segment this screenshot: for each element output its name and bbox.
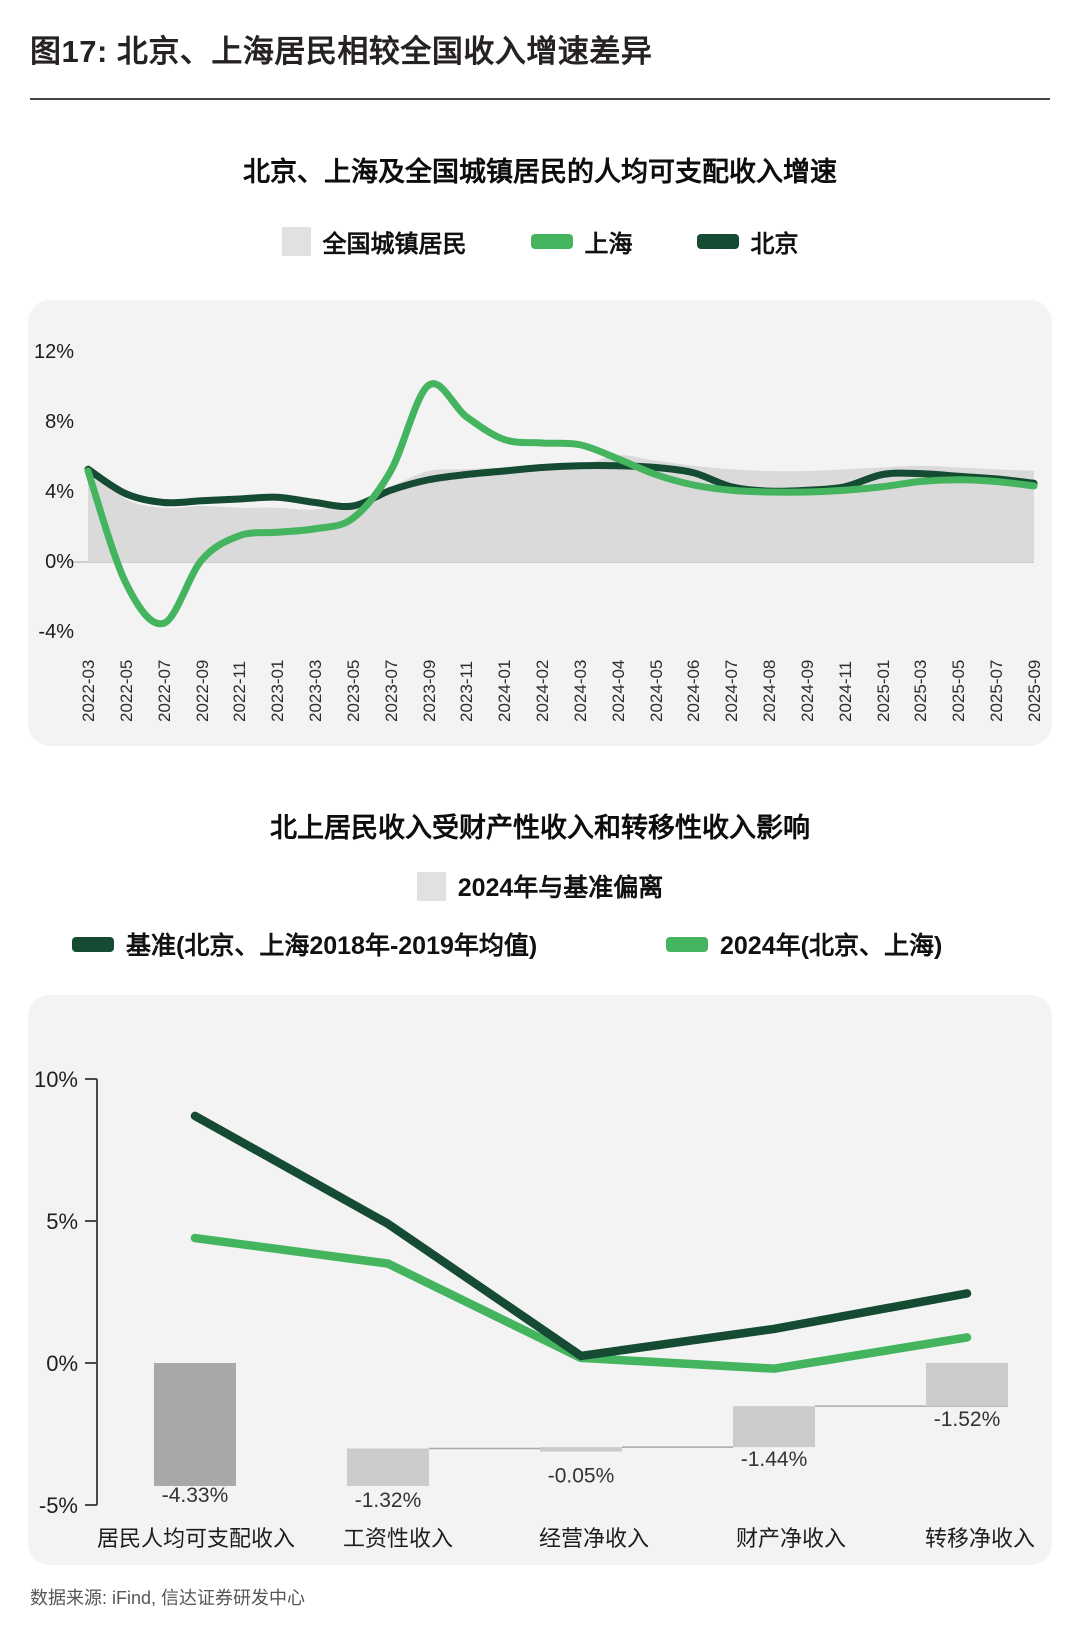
income-components-chart: 10% 5% 0% -5% -4.33% -1.32% -0.05% -1.44% -1.52%… — [34, 1067, 1035, 1551]
x-tick-label: 2024-05 — [646, 659, 666, 722]
category-label: 经营净收入 — [539, 1526, 649, 1551]
bar-value-label: -1.44% — [741, 1448, 808, 1471]
x-tick-label: 2023-05 — [343, 659, 363, 722]
deviation-bar — [733, 1406, 815, 1448]
top-chart-title: 北京、上海及全国城镇居民的人均可支配收入增速 — [243, 157, 837, 187]
year2024-line-series — [190, 1233, 972, 1373]
income-components-chart-card: 10% 5% 0% -5% -4.33% -1.32% -0.05% -1.44% -1.52%… — [28, 995, 1052, 1565]
x-tick-label: 2025-03 — [911, 659, 931, 722]
x-tick-label: 2024-06 — [684, 659, 704, 722]
x-tick-label: 2024-11 — [835, 660, 855, 722]
deviation-swatch — [416, 871, 446, 901]
baseline-swatch — [72, 936, 114, 952]
y-tick-label: 4% — [45, 481, 74, 503]
x-tick-label: 2024-07 — [722, 659, 742, 722]
legend-item-baseline: 基准(北京、上海2018年-2019年均值) — [72, 928, 537, 960]
deviation-bar — [926, 1363, 1008, 1407]
legend-label-2024: 2024年(北京、上海) — [720, 932, 943, 960]
deviation-legend: 2024年与基准偏离 — [0, 868, 1080, 904]
data-source: 数据来源: iFind, 信达证券研发中心 — [30, 1588, 306, 1608]
legend-label-beijing: 北京 — [750, 231, 799, 258]
category-label: 转移净收入 — [925, 1526, 1035, 1551]
beijing-swatch — [696, 234, 739, 249]
x-tick-label: 2023-11 — [457, 660, 477, 722]
legend-item-shanghai: 上海 — [530, 224, 633, 259]
title-divider — [30, 98, 1050, 100]
legend-label-national: 全国城镇居民 — [322, 231, 467, 258]
x-tick-label: 2024-03 — [570, 659, 590, 722]
y-tick-label: 0% — [46, 1351, 78, 1376]
x-tick-label: 2024-08 — [760, 659, 780, 722]
bar-value-label: -4.33% — [162, 1484, 229, 1507]
deviation-bar — [347, 1448, 429, 1486]
bottom-chart-title: 北上居民收入受财产性收入和转移性收入影响 — [270, 813, 810, 843]
legend-item-national: 全国城镇居民 — [281, 224, 467, 259]
legend-label-shanghai: 上海 — [584, 231, 633, 258]
figure-title: 图17: 北京、上海居民相较全国收入增速差异 — [30, 34, 653, 69]
y-tick-label: -5% — [39, 1493, 78, 1518]
y-tick-label: 0% — [45, 551, 74, 573]
y-tick-label: 5% — [46, 1209, 78, 1234]
national-swatch — [281, 227, 311, 256]
x-tick-label: 2022-11 — [230, 660, 250, 722]
baseline-line-series — [190, 1111, 972, 1361]
x-tick-label: 2025-07 — [987, 659, 1007, 722]
income-growth-chart — [68, 380, 1038, 628]
shanghai-swatch — [530, 234, 573, 249]
x-tick-label: 2025-09 — [1025, 659, 1044, 722]
bar-value-label: -1.52% — [934, 1408, 1001, 1431]
national-area-series — [88, 455, 1034, 562]
x-tick-label: 2023-03 — [306, 659, 326, 722]
x-tick-label: 2024-09 — [797, 659, 817, 722]
x-tick-label: 2024-01 — [495, 659, 515, 722]
x-tick-label: 2024-04 — [608, 659, 628, 722]
category-label: 居民人均可支配收入 — [97, 1526, 295, 1551]
x-tick-label: 2022-05 — [116, 659, 136, 722]
top-chart-legend: 全国城镇居民 上海 北京 — [0, 224, 1080, 259]
income-growth-chart-card — [28, 300, 1052, 746]
x-tick-label: 2023-01 — [268, 659, 288, 722]
bar-value-label: -1.32% — [355, 1489, 422, 1512]
legend-item-beijing: 北京 — [696, 224, 799, 259]
category-label: 工资性收入 — [343, 1526, 453, 1551]
beijing-line-series — [84, 462, 1038, 511]
x-tick-label: 2025-05 — [949, 659, 969, 722]
year2024-swatch — [666, 936, 708, 952]
deviation-bar — [540, 1447, 622, 1452]
legend-label-deviation: 2024年与基准偏离 — [457, 874, 664, 902]
legend-label-baseline: 基准(北京、上海2018年-2019年均值) — [126, 932, 538, 960]
x-tick-label: 2023-09 — [419, 659, 439, 722]
x-tick-label: 2023-07 — [381, 659, 401, 722]
y-tick-label: -4% — [38, 621, 74, 643]
bar-value-label: -0.05% — [548, 1464, 615, 1487]
legend-item-2024: 2024年(北京、上海) — [666, 928, 942, 960]
shanghai-line-series — [84, 380, 1038, 628]
y-tick-label: 8% — [45, 411, 74, 433]
x-tick-label: 2025-01 — [873, 659, 893, 722]
x-tick-label: 2022-07 — [154, 659, 174, 722]
y-tick-label: 10% — [34, 1067, 78, 1092]
category-label: 财产净收入 — [736, 1526, 846, 1551]
y-tick-label: 12% — [33, 341, 74, 363]
x-tick-label: 2022-03 — [79, 659, 98, 722]
deviation-bar — [154, 1363, 236, 1486]
x-tick-label: 2024-02 — [533, 659, 553, 722]
x-tick-label: 2022-09 — [192, 659, 212, 722]
